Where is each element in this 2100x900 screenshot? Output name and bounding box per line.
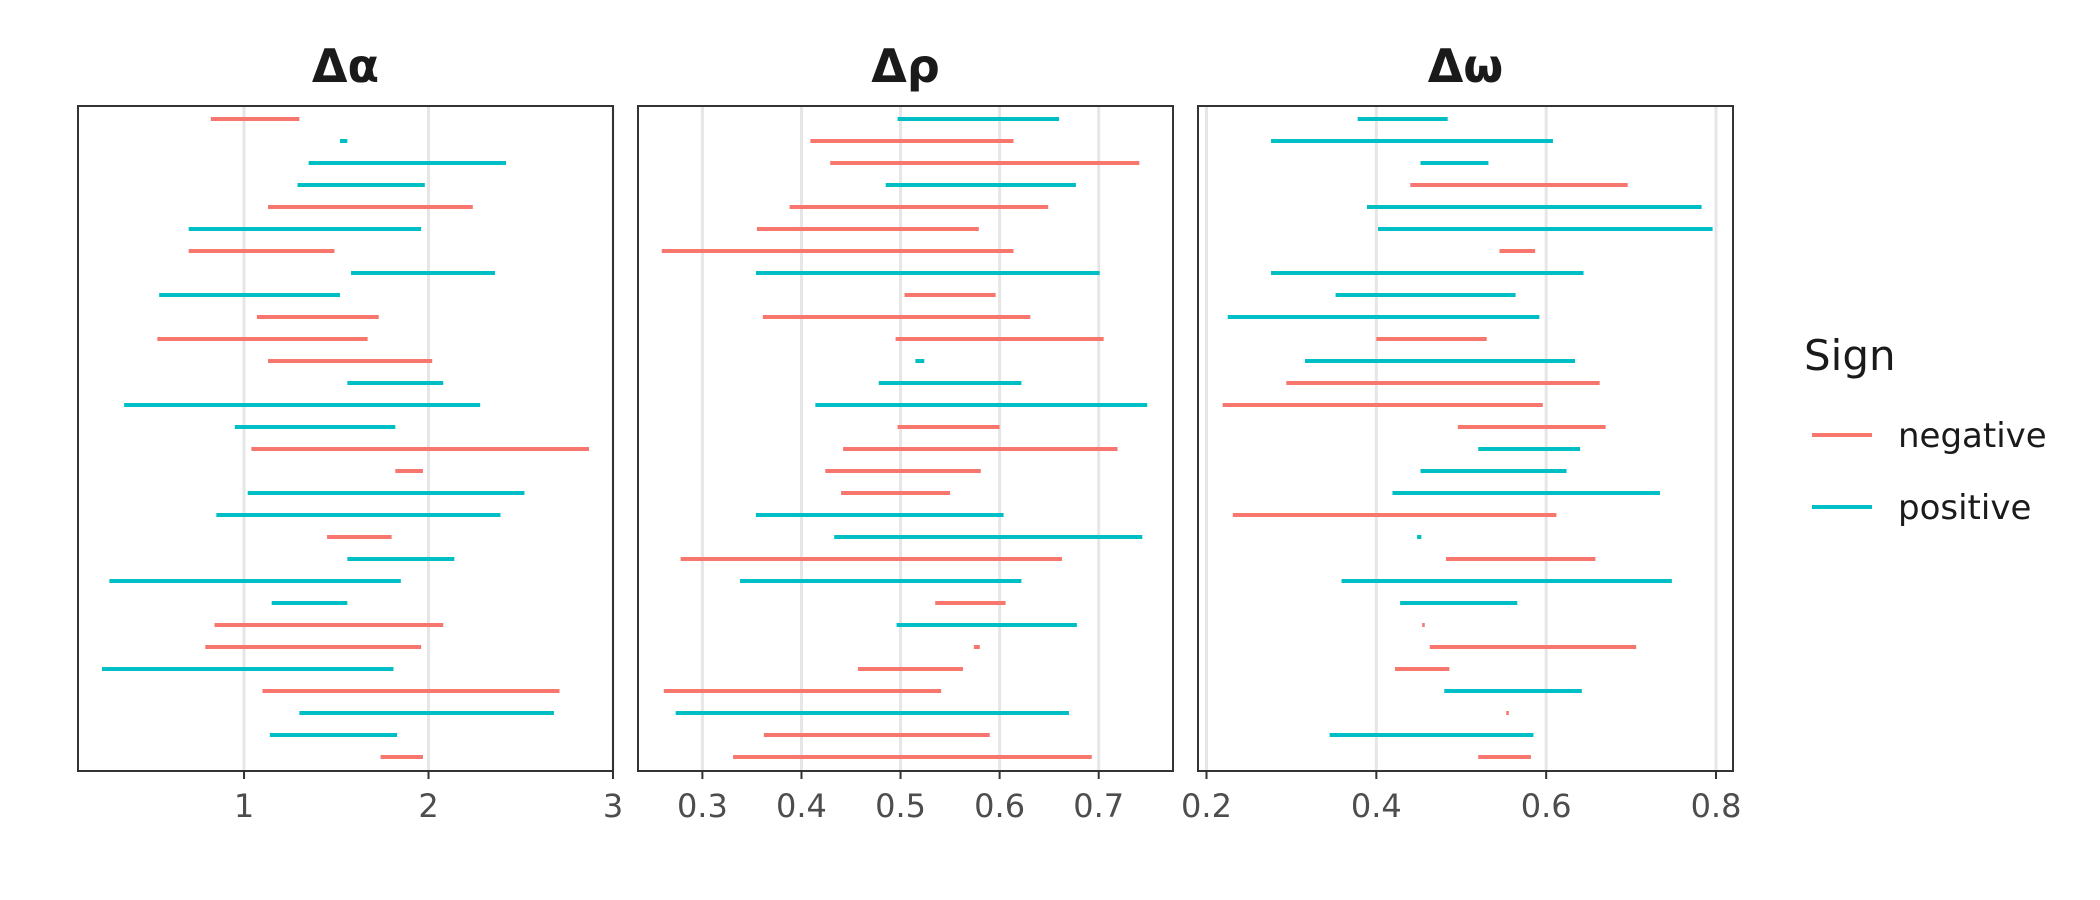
panel-delta-alpha: Δα 1 2 3 (77, 39, 623, 825)
tick-label: 0.3 (677, 787, 728, 825)
panel-frame (637, 105, 1174, 772)
legend-title: Sign (1804, 331, 1896, 380)
tick-label: 0.6 (974, 787, 1025, 825)
gridlines (1204, 106, 1718, 771)
legend-label-positive: positive (1898, 488, 2031, 528)
panel-frame (1197, 105, 1734, 772)
segments (101, 117, 590, 759)
legend-label-negative: negative (1898, 416, 2047, 456)
tick-label: 0.6 (1521, 787, 1572, 825)
tick-label: 0.4 (776, 787, 827, 825)
tick-label: 0.2 (1181, 787, 1232, 825)
panel-title: Δρ (871, 39, 940, 93)
tick-label: 0.4 (1351, 787, 1402, 825)
panel-frame (77, 105, 614, 772)
panel-title: Δα (312, 39, 379, 93)
tick-label: 0.8 (1691, 787, 1742, 825)
legend-entry-negative: negative (1812, 416, 2047, 456)
segments (661, 117, 1148, 759)
x-axis-ticks: 0.2 0.4 0.6 0.8 (1181, 771, 1741, 825)
panel-title: Δω (1428, 39, 1504, 93)
tick-label: 0.5 (875, 787, 926, 825)
x-axis-ticks: 1 2 3 (234, 771, 623, 825)
segments (1222, 117, 1713, 759)
panel-delta-rho: Δρ 0.3 0.4 0.5 0.6 0.7 (637, 39, 1174, 825)
legend: Sign negative positive (1804, 331, 2047, 528)
x-axis-ticks: 0.3 0.4 0.5 0.6 0.7 (677, 771, 1124, 825)
panel-delta-omega: Δω 0.2 0.4 0.6 0.8 (1181, 39, 1741, 825)
legend-entry-positive: positive (1812, 488, 2031, 528)
tick-label: 0.7 (1073, 787, 1124, 825)
tick-label: 3 (603, 787, 623, 825)
gridlines (700, 106, 1101, 771)
tick-label: 2 (418, 787, 438, 825)
tick-label: 1 (234, 787, 254, 825)
